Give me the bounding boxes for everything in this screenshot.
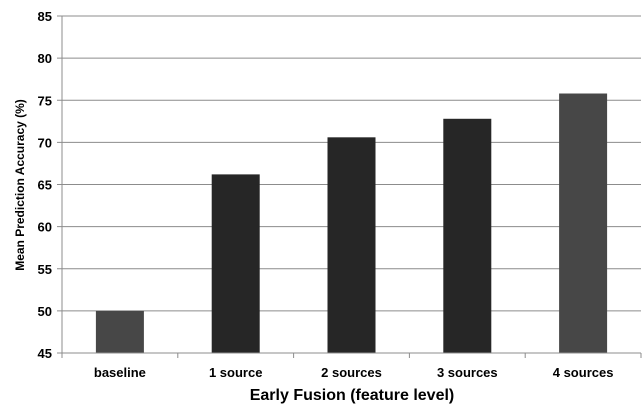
x-tick-label: 3 sources bbox=[437, 365, 498, 380]
y-tick-labels: 45 50 55 60 65 70 75 80 85 bbox=[38, 9, 52, 361]
bar-4-sources bbox=[559, 93, 608, 353]
y-tick-label: 50 bbox=[38, 304, 52, 319]
y-tick-label: 60 bbox=[38, 220, 52, 235]
y-tick-label: 85 bbox=[38, 9, 52, 24]
y-tick-label: 75 bbox=[38, 93, 52, 108]
x-axis-title: Early Fusion (feature level) bbox=[250, 387, 455, 404]
x-tick-labels: baseline 1 source 2 sources 3 sources 4 sour… bbox=[94, 365, 614, 380]
bar-baseline bbox=[95, 310, 144, 353]
x-tick-label: 2 sources bbox=[321, 365, 382, 380]
y-tick-label: 55 bbox=[38, 262, 52, 277]
x-tick-label: 4 sources bbox=[553, 365, 614, 380]
y-axis-title: Mean Prediction Accuracy (%) bbox=[13, 99, 27, 271]
y-tick-label: 80 bbox=[38, 51, 52, 66]
bars bbox=[95, 93, 608, 353]
bar-1-source bbox=[211, 174, 260, 353]
y-tick-label: 70 bbox=[38, 135, 52, 150]
axes bbox=[57, 15, 642, 358]
bar-2-sources bbox=[327, 137, 376, 353]
y-tick-label: 45 bbox=[38, 346, 52, 361]
x-tick-label: baseline bbox=[94, 365, 146, 380]
y-tick-label: 65 bbox=[38, 178, 52, 193]
x-tick-label: 1 source bbox=[209, 365, 262, 380]
bar-3-sources bbox=[443, 118, 492, 353]
